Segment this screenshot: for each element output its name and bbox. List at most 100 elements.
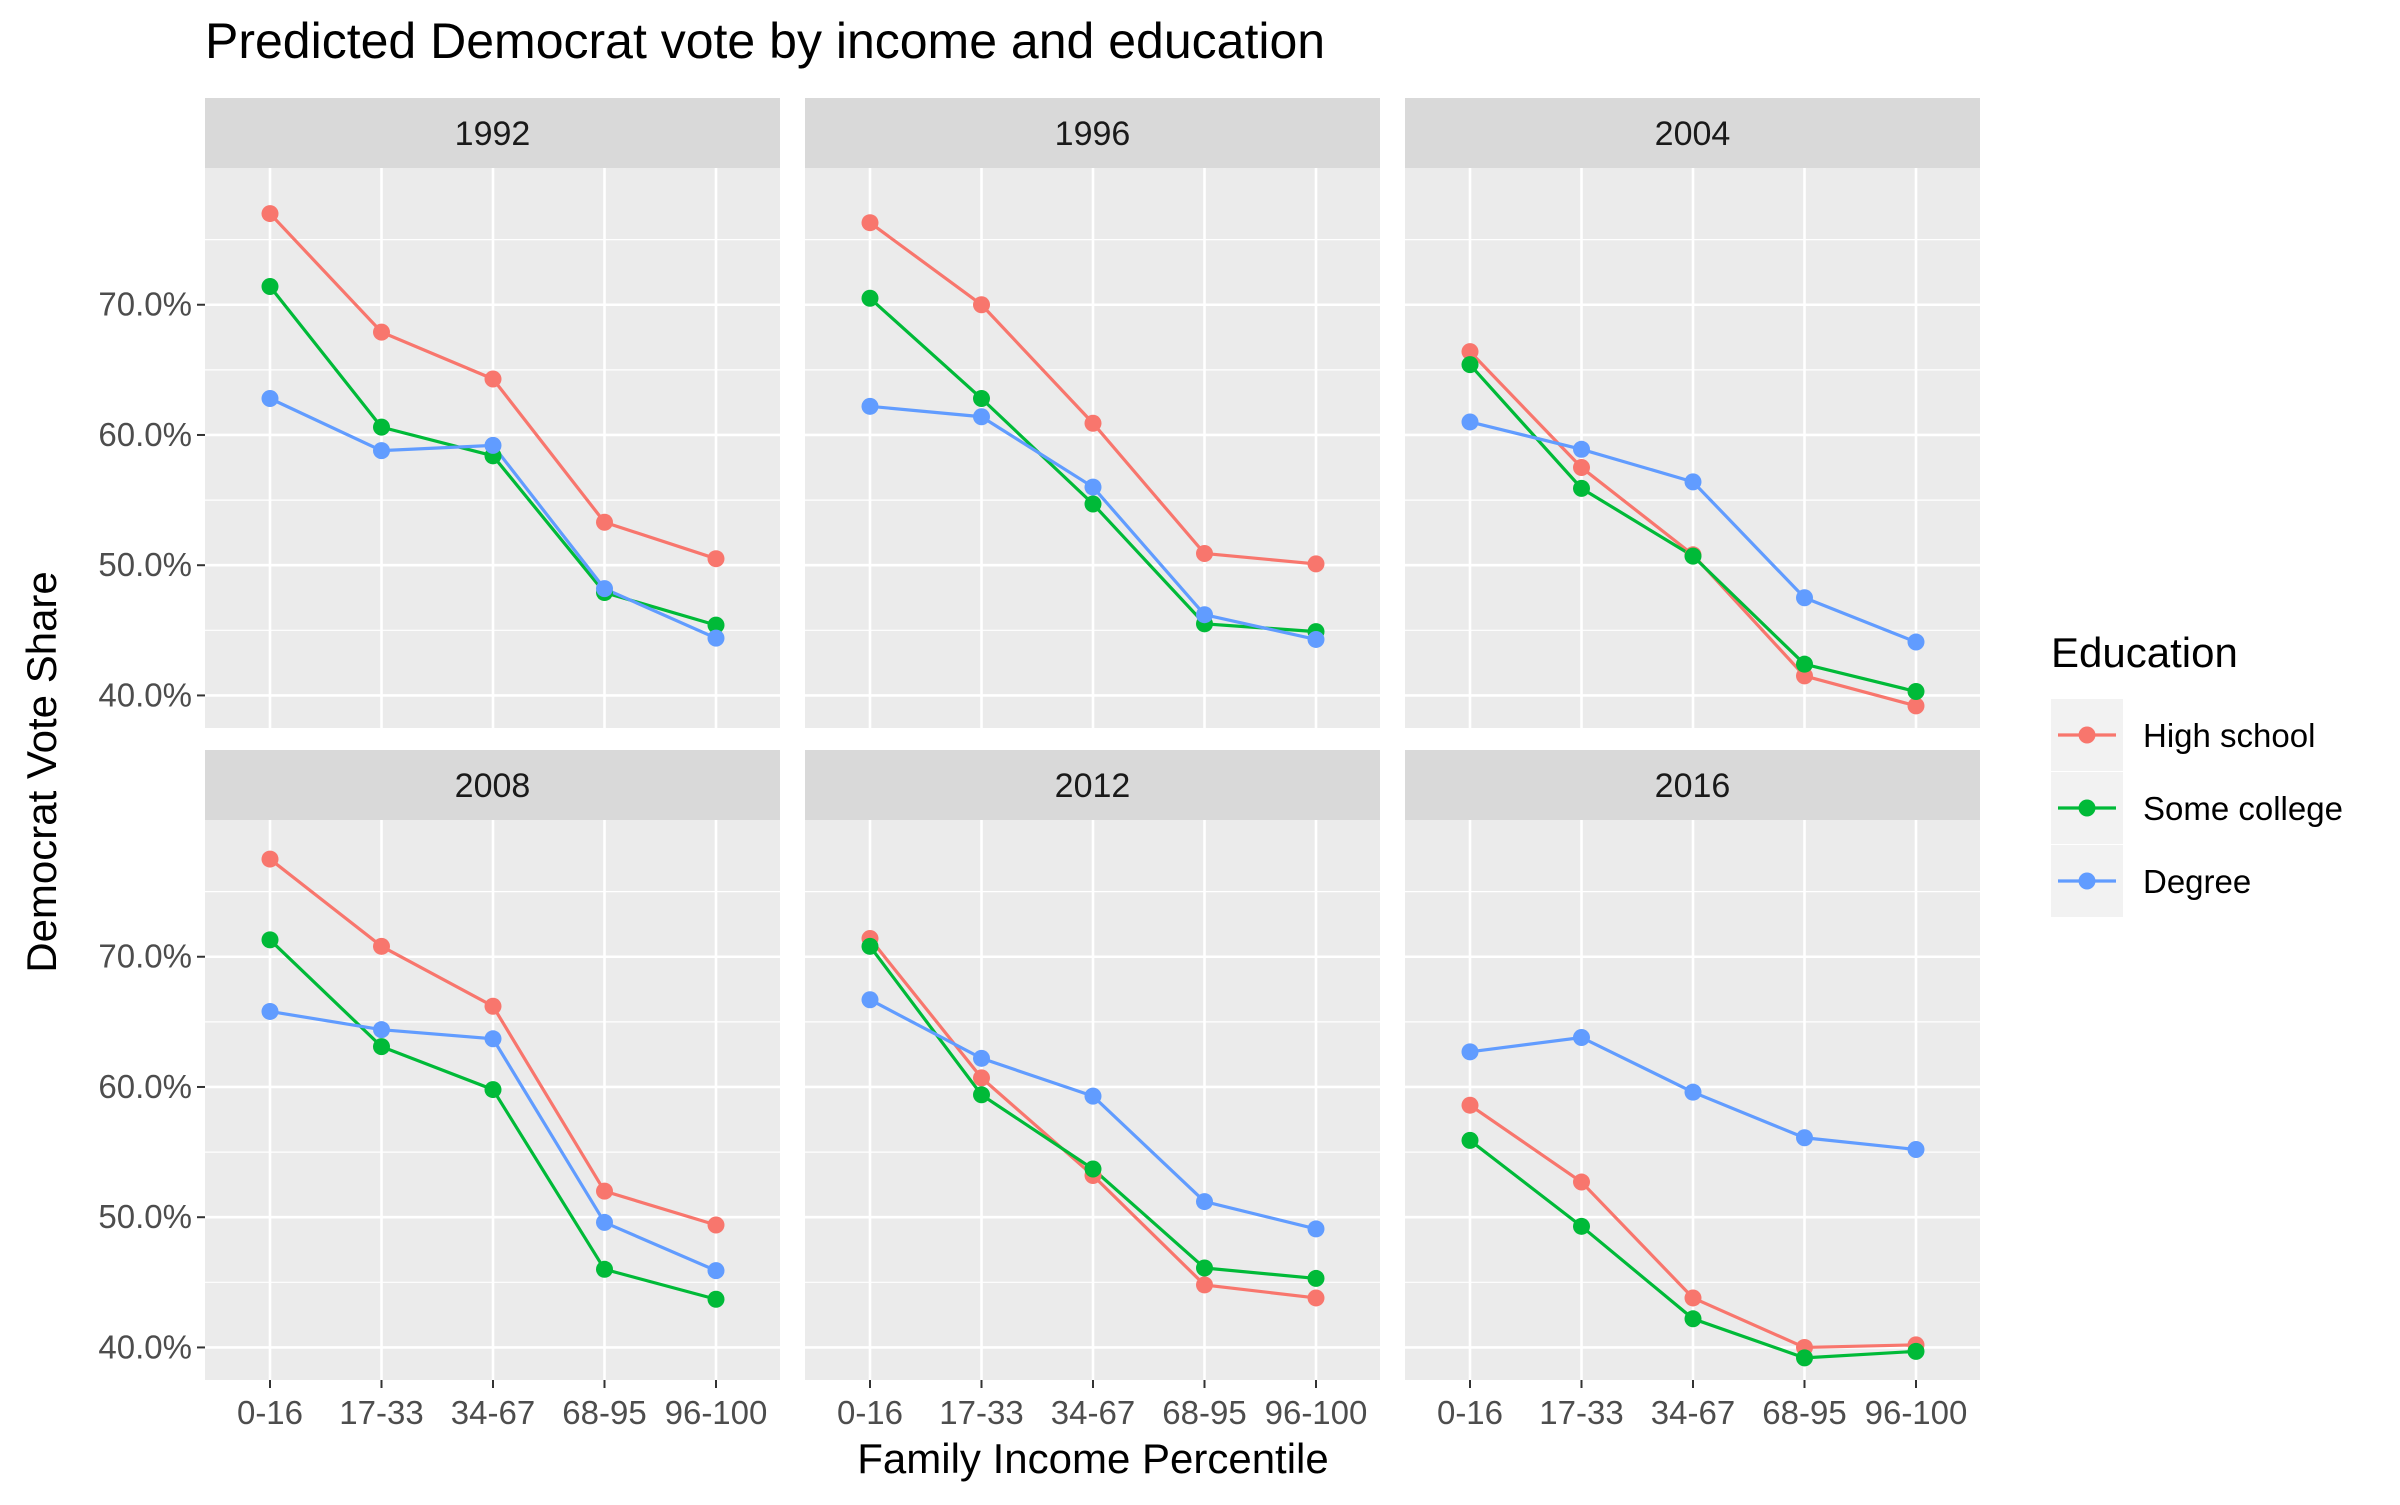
y-tick-label: 60.0%: [98, 1068, 192, 1105]
data-point-high-school: [1461, 1096, 1479, 1114]
facet-strip: [805, 750, 1380, 820]
data-point-some-college: [484, 1081, 502, 1099]
data-point-some-college: [1573, 479, 1590, 497]
x-tick-label: 96-100: [665, 1394, 768, 1431]
data-point-high-school: [373, 937, 390, 955]
legend-label: Some college: [2143, 790, 2343, 827]
data-point-degree: [1084, 478, 1102, 496]
data-point-high-school: [973, 296, 990, 314]
data-point-some-college: [861, 937, 879, 955]
data-point-high-school: [1196, 544, 1213, 562]
facet-strip-label: 2016: [1655, 767, 1731, 805]
data-point-high-school: [261, 205, 279, 223]
legend-label: Degree: [2143, 863, 2251, 900]
data-point-some-college: [1796, 1349, 1813, 1367]
data-point-some-college: [707, 616, 725, 634]
data-point-high-school: [707, 1216, 725, 1234]
data-point-high-school: [1907, 697, 1925, 715]
data-point-high-school: [596, 513, 613, 531]
facet-strip: [1405, 98, 1980, 168]
data-point-high-school: [1307, 555, 1325, 573]
legend-key-point: [2078, 726, 2096, 744]
facet-strip-label: 1992: [455, 115, 531, 153]
x-tick-label: 96-100: [1265, 1394, 1368, 1431]
data-point-high-school: [1796, 667, 1813, 685]
data-point-high-school: [596, 1182, 613, 1200]
data-point-degree: [1573, 440, 1590, 458]
data-point-high-school: [1461, 343, 1479, 361]
data-point-high-school: [1084, 414, 1102, 432]
data-point-degree: [261, 390, 279, 408]
data-point-degree: [373, 1021, 390, 1039]
data-point-high-school: [707, 550, 725, 568]
x-tick-label: 17-33: [1539, 1394, 1623, 1431]
data-point-some-college: [1796, 655, 1813, 673]
data-point-degree: [1307, 630, 1325, 648]
x-tick-label: 96-100: [1865, 1394, 1968, 1431]
x-tick-label: 0-16: [837, 1394, 903, 1431]
facet-strip: [1405, 750, 1980, 820]
facet-panel-1996: 1996: [805, 98, 1380, 728]
facets-layer: 1992 40.0% 50.0% 60.0% 70.0% 1996 2004 2008 40.0…: [98, 98, 1980, 1431]
x-tick-label: 68-95: [1762, 1394, 1846, 1431]
data-point-degree: [1796, 1129, 1813, 1147]
data-point-some-college: [973, 390, 990, 408]
facet-strip-label: 2008: [455, 767, 531, 805]
data-point-some-college: [1907, 683, 1925, 701]
x-tick-label: 34-67: [1051, 1394, 1135, 1431]
facet-strip-label: 2004: [1655, 115, 1731, 153]
data-point-degree: [973, 1049, 990, 1067]
y-axis-title: Democrat Vote Share: [18, 571, 65, 973]
data-point-some-college: [1907, 1342, 1925, 1360]
facet-strip-label: 1996: [1055, 115, 1131, 153]
data-point-high-school: [261, 850, 279, 868]
data-point-degree: [1907, 1140, 1925, 1158]
data-point-degree: [261, 1002, 279, 1020]
x-tick-label: 34-67: [1651, 1394, 1735, 1431]
data-point-some-college: [973, 1086, 990, 1104]
y-tick-label: 50.0%: [98, 1198, 192, 1235]
data-point-some-college: [1573, 1217, 1590, 1235]
data-point-some-college: [1684, 547, 1702, 565]
facet-strip: [805, 98, 1380, 168]
legend-title: Education: [2051, 629, 2238, 676]
data-point-some-college: [1196, 1259, 1213, 1277]
data-point-degree: [1461, 413, 1479, 431]
x-tick-label: 68-95: [1162, 1394, 1246, 1431]
facet-panel-1992: 1992 40.0% 50.0% 60.0% 70.0%: [98, 98, 780, 728]
legend: Education High school Some college Degree: [2051, 629, 2343, 917]
data-point-high-school: [373, 323, 390, 341]
data-point-some-college: [261, 278, 279, 296]
data-point-high-school: [973, 1069, 990, 1087]
y-tick-label: 70.0%: [98, 938, 192, 975]
legend-keys: High school Some college Degree: [2051, 699, 2343, 917]
x-axis-title: Family Income Percentile: [857, 1435, 1329, 1482]
data-point-some-college: [707, 1290, 725, 1308]
data-point-degree: [373, 442, 390, 460]
y-tick-label: 70.0%: [98, 286, 192, 323]
data-point-some-college: [1084, 495, 1102, 513]
data-point-degree: [1684, 1083, 1702, 1101]
data-point-high-school: [1196, 1276, 1213, 1294]
x-tick-label: 0-16: [237, 1394, 303, 1431]
data-point-high-school: [861, 214, 879, 232]
data-point-some-college: [1084, 1160, 1102, 1178]
legend-key-point: [2078, 799, 2096, 817]
facet-strip: [205, 750, 780, 820]
data-point-degree: [596, 1213, 613, 1231]
x-tick-label: 17-33: [939, 1394, 1023, 1431]
data-point-degree: [1907, 633, 1925, 651]
chart-title: Predicted Democrat vote by income and ed…: [205, 13, 1325, 69]
data-point-high-school: [1573, 1173, 1590, 1191]
data-point-degree: [484, 436, 502, 454]
data-point-high-school: [484, 370, 502, 388]
x-tick-label: 17-33: [339, 1394, 423, 1431]
y-tick-label: 40.0%: [98, 676, 192, 713]
data-point-some-college: [1461, 1131, 1479, 1149]
facet-strip: [205, 98, 780, 168]
facet-panel-2008: 2008 40.0% 50.0% 60.0% 70.0% 0-16 17-33 34-67 68…: [98, 750, 780, 1431]
data-point-some-college: [373, 418, 390, 436]
data-point-degree: [707, 629, 725, 647]
x-tick-label: 0-16: [1437, 1394, 1503, 1431]
